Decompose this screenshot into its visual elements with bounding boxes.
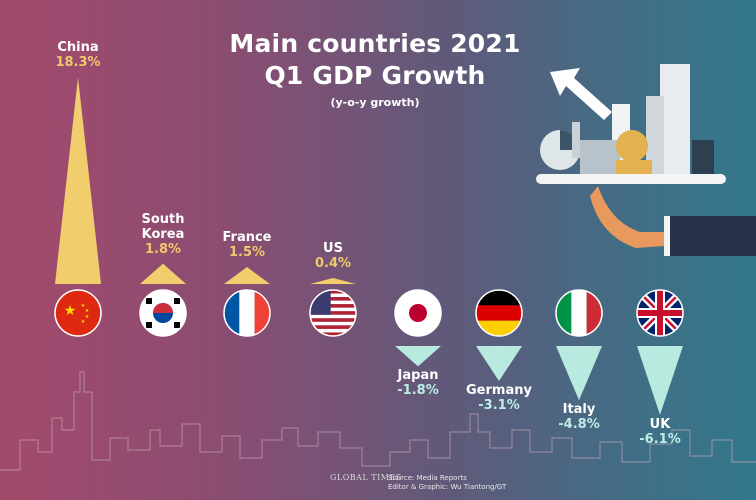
flag-japan-icon <box>394 289 442 337</box>
svg-text:★: ★ <box>81 303 86 309</box>
flag-uk-icon <box>636 289 684 337</box>
tower-icon <box>646 96 664 176</box>
bar-italy <box>556 346 602 401</box>
bar-uk <box>637 346 683 415</box>
bar-south-korea <box>140 263 186 284</box>
factory-icon <box>580 140 620 174</box>
value-label-japan: -1.8% <box>397 383 439 399</box>
oil-barrel-icon <box>692 140 714 176</box>
sleeve-icon <box>664 216 756 256</box>
bar-france <box>224 267 270 284</box>
flag-france-icon <box>223 289 271 337</box>
chimney-icon <box>572 122 580 158</box>
chart-subtitle: (y-o-y growth) <box>330 96 420 109</box>
skyscraper-icon <box>660 64 690 176</box>
svg-text:★: ★ <box>81 319 86 325</box>
country-label-south-korea: South Korea <box>141 211 185 242</box>
country-label-japan: Japan <box>397 368 439 384</box>
bar-germany <box>476 346 522 382</box>
hand-icon <box>590 186 664 248</box>
dollar-coin-icon <box>616 130 648 162</box>
flag-germany-icon <box>475 289 523 337</box>
country-label-china: China <box>57 40 99 56</box>
flag-italy-icon <box>555 289 603 337</box>
value-label-us: 0.4% <box>314 256 352 271</box>
chart-title: Main countries 2021 Q1 GDP Growth <box>229 29 521 90</box>
svg-text:★: ★ <box>85 308 90 314</box>
value-label-uk: -6.1% <box>639 431 681 447</box>
global-times-logo: GLOBAL TIMES <box>330 473 402 482</box>
country-label-germany: Germany <box>466 383 532 399</box>
svg-text:★: ★ <box>64 303 77 319</box>
tray-icon <box>536 174 726 184</box>
upward-arrow-icon <box>550 68 612 120</box>
svg-text:★: ★ <box>85 314 90 320</box>
bar-china <box>55 77 101 285</box>
source-text: Source: Media Reports <box>388 474 467 482</box>
country-label-france: France <box>222 230 272 246</box>
coin-stack-icon <box>616 160 652 176</box>
credit-text: Editor & Graphic: Wu Tiantong/GT <box>388 483 507 491</box>
country-label-us: US <box>323 241 343 256</box>
country-label-uk: UK <box>649 416 671 432</box>
country-label-italy: Italy <box>562 402 596 418</box>
bar-us <box>310 278 356 284</box>
value-label-south-korea: 1.8% <box>144 241 182 257</box>
value-label-france: 1.5% <box>228 245 266 261</box>
bar-japan <box>395 346 441 367</box>
value-label-italy: -4.8% <box>558 417 600 433</box>
source-note: Source: Media Reports Editor & Graphic: … <box>388 474 506 492</box>
value-label-germany: -3.1% <box>478 398 520 414</box>
flag-south-korea-icon <box>139 289 187 337</box>
value-label-china: 18.3% <box>55 55 101 71</box>
flag-china-icon: ★ ★★★★ <box>54 289 102 337</box>
flag-us-icon <box>309 289 357 337</box>
